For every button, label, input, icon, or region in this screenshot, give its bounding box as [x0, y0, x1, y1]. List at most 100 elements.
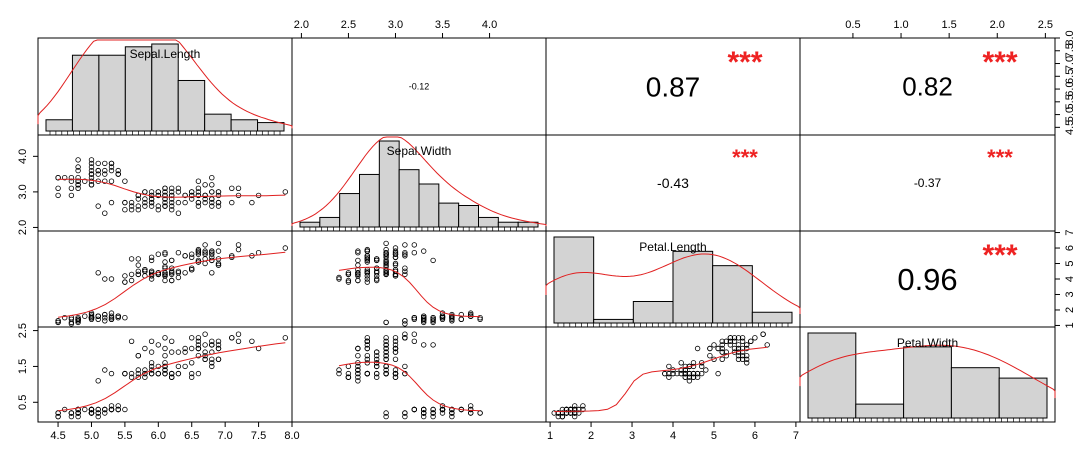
scatter-point: [559, 413, 566, 420]
scatter-point: [449, 406, 455, 413]
scatter-point: [345, 270, 352, 276]
scatter-point: [374, 356, 380, 362]
scatter-point: [364, 253, 370, 259]
scatter-point: [209, 342, 215, 348]
scatter-point: [468, 406, 474, 413]
scatter-point: [188, 251, 195, 257]
scatter-point: [374, 349, 380, 355]
hist-bar-0-4: [151, 43, 179, 132]
y-tick-label: 1.5: [17, 359, 29, 374]
scatter-point: [666, 363, 672, 370]
scatter-point: [68, 319, 75, 326]
scatter-point: [572, 406, 578, 413]
scatter-point: [355, 262, 361, 268]
scatter-point: [182, 192, 188, 199]
scatter-point: [374, 265, 380, 271]
scatter-point: [235, 338, 242, 344]
x-tick-label: 7.5: [251, 430, 266, 442]
scatter-point: [439, 410, 446, 416]
scatter-point: [209, 360, 215, 366]
scatter-point: [392, 367, 399, 373]
scatter-point: [135, 203, 141, 209]
scatter-point: [148, 370, 155, 377]
scatter-point: [215, 189, 222, 195]
scatter-point: [162, 277, 168, 284]
scatter-point: [402, 253, 408, 259]
scatter-point: [355, 353, 361, 359]
scatter-point: [235, 185, 242, 191]
significance-stars: ***: [982, 46, 1017, 79]
scatter-point: [122, 199, 128, 206]
scatter-point: [168, 349, 175, 355]
scatter-point: [75, 167, 81, 174]
scatter-point: [135, 256, 141, 262]
scatter-point: [345, 279, 352, 285]
scatter-point: [567, 410, 574, 416]
scatter-point: [75, 164, 81, 170]
scatter-point: [122, 315, 128, 321]
scatter-point: [88, 171, 95, 177]
scatter-point: [102, 167, 108, 174]
scatter-point: [108, 316, 115, 322]
smooth-line-r3-c1: [338, 361, 481, 412]
scatter-point: [108, 313, 115, 319]
scatter-point: [402, 321, 408, 327]
scatter-point: [102, 311, 108, 318]
scatter-point: [336, 274, 342, 281]
scatter-point: [75, 406, 81, 413]
scatter-point: [108, 178, 115, 184]
scatter-point: [215, 203, 222, 209]
scatter-point: [355, 345, 361, 352]
x-tick-label: 0.5: [845, 19, 860, 31]
scatter-point: [229, 185, 235, 191]
scatter-point: [195, 192, 202, 199]
scatter-point: [102, 160, 108, 167]
scatter-point: [175, 363, 182, 370]
scatter-point: [162, 270, 168, 276]
x-tick-label: 7: [793, 430, 799, 442]
x-tick-label: 6.0: [151, 430, 166, 442]
scatter-point: [364, 370, 370, 377]
scatter-point: [209, 174, 215, 181]
scatter-point: [555, 410, 561, 416]
scatter-point: [235, 331, 242, 337]
x-tick-label: 4: [670, 430, 676, 442]
scatter-point: [563, 410, 570, 416]
scatter-point: [383, 349, 389, 355]
scatter-point: [449, 318, 455, 324]
hist-bar-3-0: [807, 332, 857, 419]
scatter-point: [155, 203, 161, 209]
scatter-point: [148, 360, 155, 366]
scatter-point: [195, 189, 202, 195]
scatter-point: [392, 260, 399, 267]
scatter-point: [402, 318, 408, 324]
hist-bar-2-5: [751, 311, 793, 324]
scatter-point: [195, 370, 202, 377]
scatter-point: [55, 413, 61, 420]
scatter-point: [68, 413, 75, 420]
x-tick-label: 2.5: [1038, 19, 1053, 31]
scatter-point: [155, 251, 161, 257]
scatter-point: [430, 406, 436, 413]
scatter-point: [88, 164, 95, 170]
scatter-point: [411, 315, 417, 321]
scatter-point: [421, 316, 427, 322]
scatter-point: [202, 260, 208, 267]
scatter-point: [364, 259, 370, 265]
scatter-point: [148, 196, 155, 202]
scatter-point: [128, 370, 135, 377]
scatter-point: [168, 370, 175, 377]
scatter-point: [215, 262, 222, 268]
scatter-point: [719, 356, 725, 362]
scatter-point: [383, 342, 389, 348]
scatter-point: [572, 410, 578, 416]
scatter-point: [694, 370, 701, 377]
significance-stars: ***: [982, 239, 1017, 272]
y-tick-label: 5: [1064, 260, 1076, 266]
hist-bar-1-0: [299, 221, 321, 228]
x-tick-label: 4.0: [482, 19, 497, 31]
scatter-point: [202, 342, 208, 348]
scatter-point: [68, 410, 75, 416]
scatter-point: [402, 242, 408, 248]
scatter-point: [102, 367, 108, 373]
